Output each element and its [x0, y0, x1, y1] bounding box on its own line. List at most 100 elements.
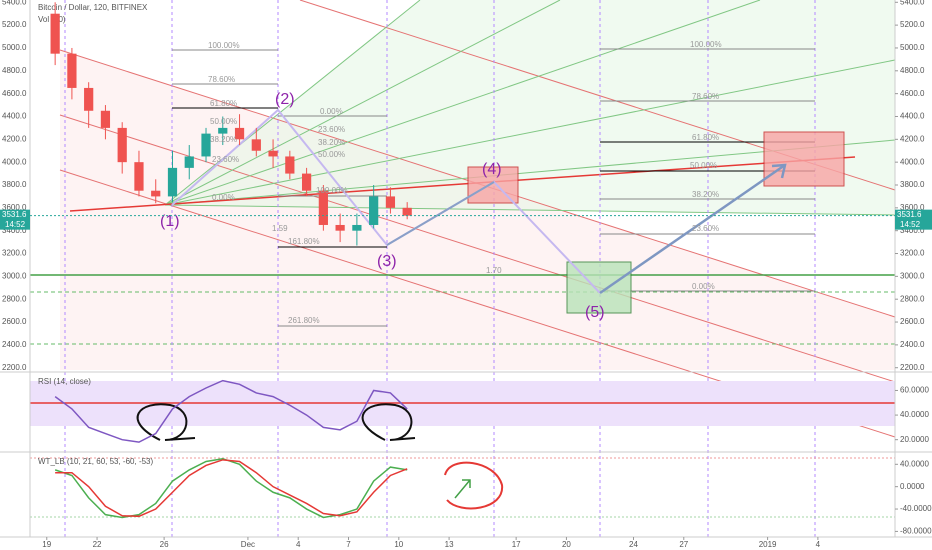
y-tick-label: 3000.0 [900, 271, 925, 280]
fib-label: 78.60% [692, 92, 719, 101]
y-tick-label: 5400.0 [900, 0, 925, 6]
x-tick-label: 19 [42, 540, 51, 549]
price-tag-left-time: 14:52 [5, 220, 26, 229]
y-tick-label: 2600.0 [900, 317, 925, 326]
wt-title: WT_LB (10, 21, 60, 53, -60, -53) [38, 457, 154, 466]
fib-label: 23.60% [212, 155, 239, 164]
wave-label: (1) [160, 213, 180, 230]
candle-body [268, 150, 278, 157]
x-tick-label: 27 [679, 540, 688, 549]
candle-body [352, 224, 362, 231]
fib-label: 0.00% [692, 282, 715, 291]
wave-label: (2) [275, 91, 295, 108]
x-tick-label: 20 [562, 540, 571, 549]
y-tick-label-left: 4600.0 [2, 89, 27, 98]
x-tick-label: 26 [160, 540, 169, 549]
wave-label: (3) [377, 253, 397, 270]
rsi-title: RSI (14, close) [38, 377, 91, 386]
candle-body [385, 196, 396, 208]
candle-body [285, 156, 295, 174]
candle-body [201, 133, 211, 157]
candle-body [167, 167, 178, 197]
y-tick-label: 3600.0 [900, 203, 925, 212]
y-tick-label: 2800.0 [900, 294, 925, 303]
fib-label: 1.59 [272, 224, 288, 233]
fib-label: 38.20% [692, 190, 719, 199]
y-tick-label: 3400.0 [900, 226, 925, 235]
fib-label: 61.80% [692, 133, 719, 142]
fib-label: 0.00% [320, 107, 343, 116]
fib-label: 38.20% [318, 138, 345, 147]
x-tick-label: 7 [346, 540, 351, 549]
y-tick-label-left: 2200.0 [2, 363, 27, 372]
y-tick-label: 2400.0 [900, 340, 925, 349]
y-tick-label: 5000.0 [900, 43, 925, 52]
candle-body [151, 190, 161, 197]
y-tick-label: 40.0000 [900, 410, 929, 419]
fib-label: 50.00% [318, 150, 345, 159]
fib-label: 161.80% [288, 237, 320, 246]
fib-label: 261.80% [288, 316, 320, 325]
price-tag-right [895, 209, 932, 230]
fib-label: 61.80% [210, 99, 237, 108]
drawings [0, 0, 932, 538]
indicator-line [54, 379, 408, 443]
price-tag-right-time: 14:52 [900, 220, 921, 229]
symbol: Bitcoin / Dollar, 120, BITFINEX [38, 3, 148, 12]
y-tick-label-left: 5200.0 [2, 20, 27, 29]
y-tick-label: 20.0000 [900, 435, 929, 444]
y-tick-label-left: 2400.0 [2, 340, 27, 349]
candle-body [134, 162, 144, 191]
indicator-line [55, 459, 408, 518]
fib-label: 0.00% [212, 193, 235, 202]
candle-body [318, 190, 328, 225]
y-tick-label-left: 3800.0 [2, 180, 27, 189]
candle-body [50, 13, 60, 54]
candle-body [184, 156, 194, 168]
candle-body [117, 127, 127, 163]
fib-label: 50.00% [210, 117, 237, 126]
x-tick-label: 10 [394, 540, 403, 549]
price-tag-left [0, 209, 30, 230]
y-tick-label-left: 3600.0 [2, 203, 27, 212]
candle-body [234, 127, 245, 140]
y-tick-label-left: 2800.0 [2, 294, 27, 303]
y-tick-label: 5200.0 [900, 20, 925, 29]
fib-label: 100.00% [316, 186, 348, 195]
x-tick-label: 24 [629, 540, 638, 549]
y-tick-label: -80.0000 [900, 527, 932, 536]
y-tick-label-left: 3000.0 [2, 271, 27, 280]
y-tick-label: 4800.0 [900, 66, 925, 75]
y-tick-label: 3800.0 [900, 180, 925, 189]
x-tick-label: 13 [445, 540, 454, 549]
y-tick-label-left: 4000.0 [2, 157, 27, 166]
y-tick-label-left: 5000.0 [2, 43, 27, 52]
y-tick-label: 0.0000 [900, 482, 925, 491]
y-tick-label-left: 4200.0 [2, 134, 27, 143]
candle-body [335, 224, 345, 231]
fib-label: 38.20% [210, 135, 237, 144]
y-tick-label: 4600.0 [900, 89, 925, 98]
candle-body [84, 87, 94, 111]
price-tag-left-value: 3531.6 [2, 210, 27, 219]
y-tick-label: 40.0000 [900, 459, 929, 468]
y-tick-label-left: 4800.0 [2, 66, 27, 75]
candle-body [67, 53, 77, 88]
y-tick-label: -40.0000 [900, 504, 932, 513]
y-tick-label: 60.0000 [900, 386, 929, 395]
x-tick-label: 17 [512, 540, 521, 549]
x-tick-label: 4 [296, 540, 301, 549]
wave-label: (4) [482, 161, 502, 178]
y-tick-label-left: 4400.0 [2, 112, 27, 121]
candle-body [251, 139, 261, 151]
candle-body [218, 127, 228, 134]
fib-label: 23.60% [318, 125, 345, 134]
fib-label: 50.00% [690, 161, 717, 170]
y-tick-label: 4400.0 [900, 112, 925, 121]
fib-label: 1.70 [486, 266, 502, 275]
y-tick-label-left: 5400.0 [2, 0, 27, 6]
y-tick-label-left: 3200.0 [2, 249, 27, 258]
y-tick-label: 2200.0 [900, 363, 925, 372]
fib-label: 23.60% [692, 224, 719, 233]
